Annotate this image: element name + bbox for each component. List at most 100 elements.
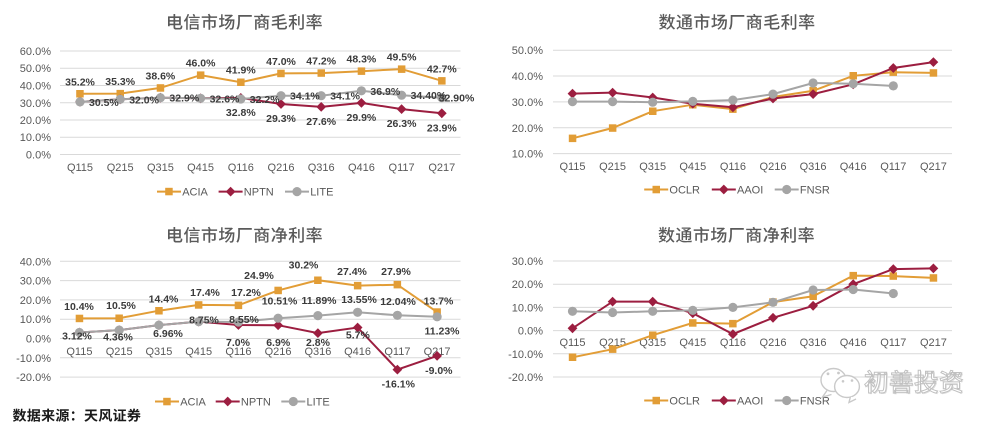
svg-text:20.0%: 20.0%: [512, 279, 543, 291]
svg-text:7.0%: 7.0%: [226, 337, 251, 349]
svg-text:26.3%: 26.3%: [387, 118, 417, 130]
svg-text:20.0%: 20.0%: [20, 295, 51, 307]
svg-text:Q415: Q415: [187, 162, 214, 174]
svg-text:Q117: Q117: [880, 337, 906, 349]
svg-text:48.3%: 48.3%: [347, 54, 377, 66]
svg-text:8.75%: 8.75%: [189, 315, 219, 327]
svg-text:0.0%: 0.0%: [26, 334, 51, 346]
svg-text:40.0%: 40.0%: [20, 81, 51, 93]
svg-text:4.36%: 4.36%: [103, 332, 133, 344]
svg-text:40.0%: 40.0%: [20, 256, 51, 268]
svg-text:Q416: Q416: [840, 337, 867, 349]
svg-text:Q416: Q416: [348, 162, 375, 174]
svg-text:14.4%: 14.4%: [149, 294, 179, 306]
svg-text:0.0%: 0.0%: [518, 326, 543, 338]
svg-text:23.9%: 23.9%: [427, 122, 457, 134]
svg-text:29.9%: 29.9%: [347, 112, 377, 124]
svg-text:5.7%: 5.7%: [346, 329, 371, 341]
svg-text:Q415: Q415: [679, 337, 706, 349]
svg-text:-20.0%: -20.0%: [508, 372, 543, 384]
svg-text:24.9%: 24.9%: [244, 270, 274, 282]
svg-text:30.0%: 30.0%: [512, 256, 543, 268]
svg-text:NPTN: NPTN: [241, 397, 271, 409]
svg-text:Q115: Q115: [559, 161, 585, 173]
svg-text:Q216: Q216: [760, 337, 787, 349]
svg-text:38.6%: 38.6%: [146, 70, 176, 82]
svg-text:10.0%: 10.0%: [512, 149, 543, 161]
svg-text:-9.0%: -9.0%: [425, 365, 453, 377]
svg-text:3.12%: 3.12%: [62, 331, 92, 343]
svg-text:Q316: Q316: [800, 161, 827, 173]
svg-text:50.0%: 50.0%: [20, 63, 51, 75]
svg-text:10.4%: 10.4%: [64, 301, 94, 313]
svg-text:Q416: Q416: [840, 161, 867, 173]
svg-text:Q115: Q115: [66, 346, 92, 358]
svg-text:30.5%: 30.5%: [89, 97, 119, 109]
svg-text:60.0%: 60.0%: [20, 46, 51, 58]
svg-text:Q316: Q316: [308, 162, 335, 174]
svg-text:41.9%: 41.9%: [226, 65, 256, 77]
svg-text:11.89%: 11.89%: [301, 295, 337, 307]
svg-text:6.9%: 6.9%: [266, 337, 291, 349]
svg-text:-10.0%: -10.0%: [508, 349, 543, 361]
svg-text:FNSR: FNSR: [800, 396, 830, 408]
svg-text:27.9%: 27.9%: [381, 266, 411, 278]
svg-text:Q416: Q416: [344, 346, 371, 358]
svg-text:35.2%: 35.2%: [65, 76, 95, 88]
svg-text:13.7%: 13.7%: [424, 295, 454, 307]
svg-text:17.4%: 17.4%: [190, 287, 220, 299]
svg-text:FNSR: FNSR: [800, 185, 830, 197]
svg-text:Q217: Q217: [920, 337, 947, 349]
svg-text:34.1%: 34.1%: [330, 91, 360, 103]
svg-text:2.8%: 2.8%: [306, 337, 331, 349]
svg-text:0.0%: 0.0%: [26, 150, 51, 162]
svg-text:Q215: Q215: [599, 161, 626, 173]
svg-text:Q217: Q217: [428, 162, 455, 174]
svg-text:10.0%: 10.0%: [512, 302, 543, 314]
svg-text:ACIA: ACIA: [182, 187, 208, 199]
svg-text:Q116: Q116: [225, 346, 251, 358]
svg-text:OCLR: OCLR: [669, 396, 700, 408]
svg-text:AAOI: AAOI: [737, 396, 763, 408]
svg-text:13.55%: 13.55%: [341, 294, 377, 306]
svg-text:10.5%: 10.5%: [106, 300, 136, 312]
svg-text:27.6%: 27.6%: [306, 116, 336, 128]
svg-text:NPTN: NPTN: [244, 187, 274, 199]
svg-text:49.5%: 49.5%: [387, 52, 417, 64]
svg-text:32.9%: 32.9%: [169, 93, 199, 105]
svg-text:Q117: Q117: [389, 162, 415, 174]
svg-text:LITE: LITE: [310, 187, 333, 199]
svg-text:20.0%: 20.0%: [20, 115, 51, 127]
svg-text:30.0%: 30.0%: [20, 276, 51, 288]
svg-text:11.23%: 11.23%: [424, 326, 460, 338]
svg-text:30.2%: 30.2%: [289, 260, 319, 272]
svg-text:46.0%: 46.0%: [186, 58, 216, 70]
svg-text:30.0%: 30.0%: [512, 97, 543, 109]
svg-text:47.2%: 47.2%: [306, 56, 336, 68]
svg-text:32.0%: 32.0%: [129, 94, 159, 106]
svg-text:Q216: Q216: [268, 162, 295, 174]
svg-text:AAOI: AAOI: [737, 185, 763, 197]
svg-text:30.0%: 30.0%: [20, 98, 51, 110]
svg-text:50.0%: 50.0%: [512, 45, 543, 57]
svg-text:Q116: Q116: [720, 161, 746, 173]
svg-text:Q115: Q115: [559, 337, 585, 349]
svg-text:32.6%: 32.6%: [210, 93, 240, 105]
svg-text:LITE: LITE: [307, 397, 330, 409]
svg-text:-10.0%: -10.0%: [16, 353, 51, 365]
svg-text:Q217: Q217: [920, 161, 947, 173]
svg-text:36.9%: 36.9%: [370, 86, 400, 98]
svg-text:10.51%: 10.51%: [262, 295, 298, 307]
svg-text:Q316: Q316: [304, 346, 331, 358]
svg-text:-20.0%: -20.0%: [16, 372, 51, 384]
svg-text:10.0%: 10.0%: [20, 132, 51, 144]
svg-text:OCLR: OCLR: [669, 185, 700, 197]
svg-text:Q315: Q315: [639, 161, 666, 173]
svg-text:40.0%: 40.0%: [512, 71, 543, 83]
svg-text:Q215: Q215: [106, 346, 133, 358]
svg-text:Q315: Q315: [639, 337, 666, 349]
svg-text:Q117: Q117: [880, 161, 906, 173]
svg-text:47.0%: 47.0%: [266, 56, 296, 68]
svg-text:Q117: Q117: [384, 346, 410, 358]
svg-text:8.55%: 8.55%: [229, 314, 259, 326]
